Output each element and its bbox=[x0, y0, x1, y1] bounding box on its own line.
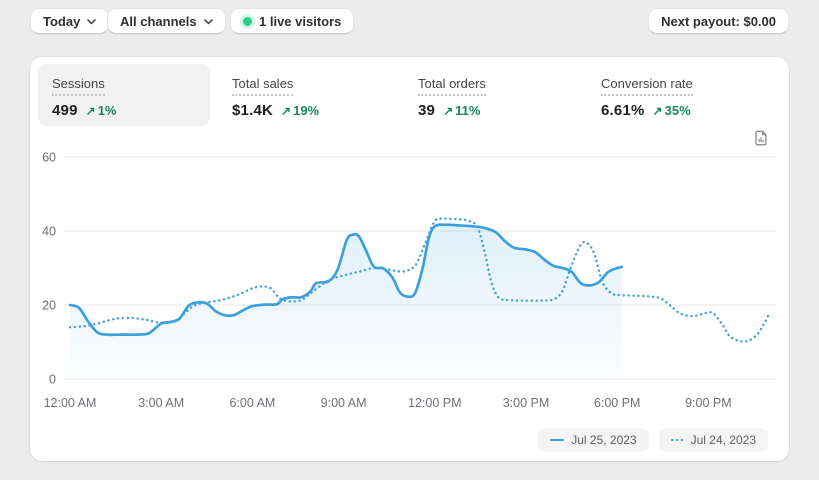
metric-tab-total-sales[interactable]: Total sales $1.4K ↗ 19% bbox=[218, 64, 393, 126]
channel-filter-button[interactable]: All channels bbox=[107, 8, 226, 34]
next-payout-label: Next payout: $0.00 bbox=[661, 13, 776, 29]
date-range-label: Today bbox=[43, 13, 81, 29]
x-axis-tick-label: 12:00 AM bbox=[44, 396, 97, 410]
legend-item-jul-24: Jul 24, 2023 bbox=[658, 428, 768, 452]
x-axis-tick-label: 6:00 AM bbox=[229, 396, 275, 410]
metric-trend-badge: ↗ 35% bbox=[653, 103, 691, 118]
legend-label: Jul 25, 2023 bbox=[571, 433, 637, 447]
channel-filter-label: All channels bbox=[120, 13, 197, 29]
dotted-line-sample-icon bbox=[670, 438, 684, 442]
metric-tab-conversion-rate[interactable]: Conversion rate 6.61% ↗ 35% bbox=[587, 64, 767, 126]
chevron-down-icon bbox=[87, 18, 97, 24]
solid-line-sample-icon bbox=[550, 439, 565, 441]
next-payout-button[interactable]: Next payout: $0.00 bbox=[648, 8, 789, 34]
metric-value: 39 bbox=[418, 101, 436, 119]
metric-tab-total-orders[interactable]: Total orders 39 ↗ 11% bbox=[404, 64, 576, 126]
metric-trend-value: 19% bbox=[293, 102, 320, 118]
metric-trend-value: 35% bbox=[664, 102, 691, 118]
metric-trend-value: 11% bbox=[455, 102, 481, 118]
metric-label: Total orders bbox=[418, 76, 486, 96]
area-fill-jul-25-2023 bbox=[70, 224, 622, 379]
chart-legend: Jul 25, 2023 Jul 24, 2023 bbox=[538, 428, 768, 452]
metric-label: Conversion rate bbox=[601, 76, 693, 96]
metric-trend-value: 1% bbox=[97, 102, 117, 118]
metric-trend-badge: ↗ 1% bbox=[86, 103, 117, 118]
metric-value: 6.61% bbox=[601, 101, 645, 119]
x-axis-tick-label: 3:00 PM bbox=[503, 396, 550, 410]
live-visitors-pill[interactable]: 1 live visitors bbox=[230, 8, 355, 34]
series-line-jul-25-2023 bbox=[68, 223, 624, 337]
metric-tab-sessions[interactable]: Sessions 499 ↗ 1% bbox=[38, 64, 210, 126]
x-axis-tick-label: 12:00 PM bbox=[408, 396, 462, 410]
legend-label: Jul 24, 2023 bbox=[690, 433, 756, 447]
metric-trend-badge: ↗ 19% bbox=[281, 103, 319, 118]
y-axis-tick-label: 40 bbox=[42, 225, 56, 239]
report-file-icon bbox=[755, 130, 767, 146]
view-report-button[interactable] bbox=[749, 126, 773, 150]
trend-up-icon: ↗ bbox=[85, 103, 96, 118]
y-axis-tick-label: 0 bbox=[49, 373, 56, 387]
series-line-jul-24-2023 bbox=[68, 217, 771, 343]
live-visitors-label: 1 live visitors bbox=[259, 13, 342, 29]
chevron-down-icon bbox=[203, 18, 213, 24]
y-axis-tick-label: 20 bbox=[42, 299, 56, 313]
x-axis-tick-label: 6:00 PM bbox=[594, 396, 641, 410]
date-range-button[interactable]: Today bbox=[30, 8, 110, 34]
metric-label: Total sales bbox=[232, 76, 294, 96]
analytics-card: Sessions 499 ↗ 1% Total sales $1.4K ↗ 19… bbox=[30, 57, 789, 461]
metric-value: 499 bbox=[52, 101, 78, 119]
metric-trend-badge: ↗ 11% bbox=[443, 103, 480, 118]
trend-up-icon: ↗ bbox=[652, 103, 663, 118]
live-status-dot-icon bbox=[243, 16, 252, 26]
y-axis-tick-label: 60 bbox=[42, 151, 56, 165]
x-axis-tick-label: 3:00 AM bbox=[138, 396, 184, 410]
x-axis-tick-label: 9:00 PM bbox=[685, 396, 732, 410]
sessions-line-chart: 0 20 40 60 12:00 AM 3:00 AM 6:00 AM 9:00 AM 12:0… bbox=[42, 151, 777, 410]
trend-up-icon: ↗ bbox=[443, 103, 454, 118]
legend-item-jul-25: Jul 25, 2023 bbox=[538, 428, 649, 452]
metric-label: Sessions bbox=[52, 76, 105, 96]
metric-value: $1.4K bbox=[232, 101, 274, 119]
trend-up-icon: ↗ bbox=[281, 103, 292, 118]
x-axis-tick-label: 9:00 AM bbox=[321, 396, 367, 410]
